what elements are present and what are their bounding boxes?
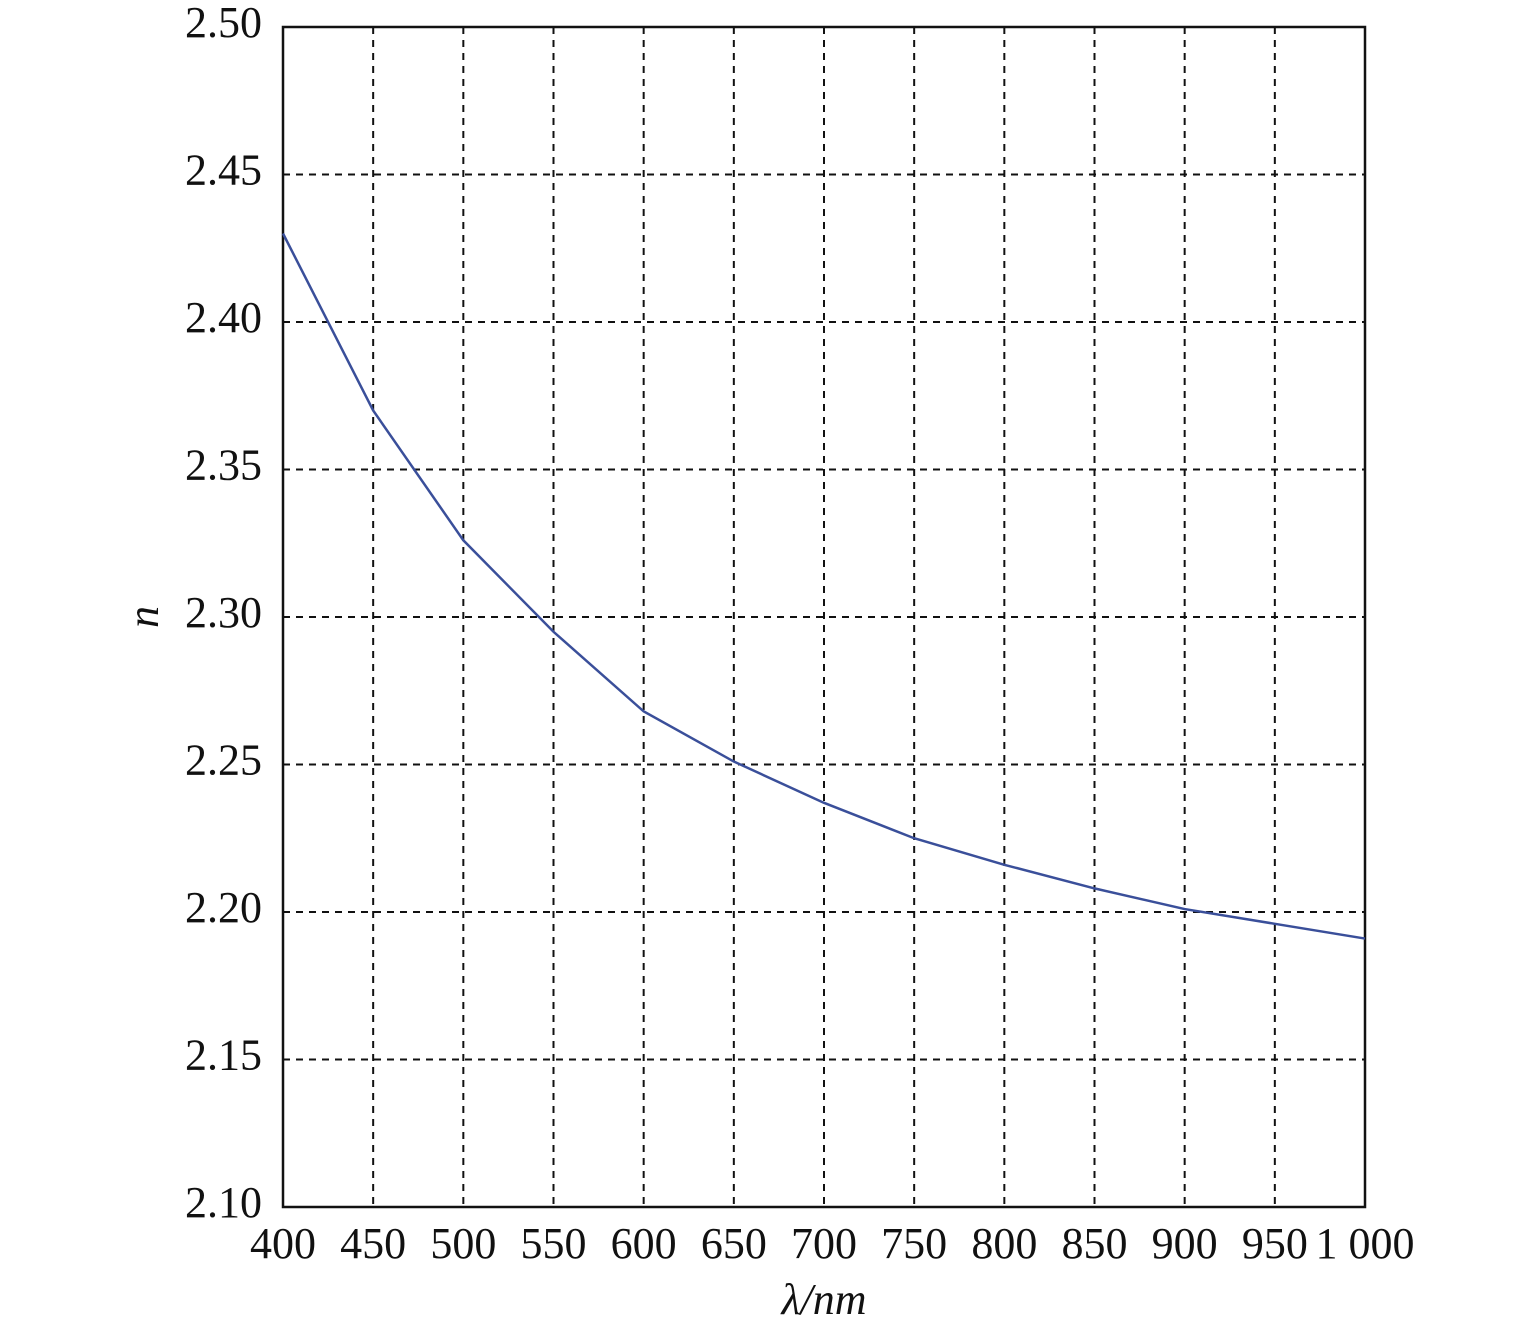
x-tick-label: 600 bbox=[611, 1219, 677, 1268]
data-line bbox=[281, 232, 1366, 940]
x-tick-label: 750 bbox=[881, 1219, 947, 1268]
x-tick-label: 650 bbox=[701, 1219, 767, 1268]
y-tick-label: 2.35 bbox=[185, 441, 262, 490]
y-tick-label: 2.45 bbox=[185, 146, 262, 195]
x-tick-label: 850 bbox=[1062, 1219, 1128, 1268]
y-tick-label: 2.40 bbox=[185, 293, 262, 342]
x-tick-label: 900 bbox=[1152, 1219, 1218, 1268]
x-axis-label: λ/nm bbox=[779, 1275, 866, 1324]
y-tick-label: 2.50 bbox=[185, 0, 262, 47]
x-tick-label: 550 bbox=[521, 1219, 587, 1268]
y-tick-label: 2.30 bbox=[185, 588, 262, 637]
x-tick-label: 800 bbox=[971, 1219, 1037, 1268]
y-tick-label: 2.10 bbox=[185, 1178, 262, 1227]
x-tick-label: 700 bbox=[791, 1219, 857, 1268]
x-tick-label: 1 000 bbox=[1316, 1219, 1415, 1268]
y-tick-label: 2.25 bbox=[185, 736, 262, 785]
y-tick-label: 2.15 bbox=[185, 1031, 262, 1080]
x-tick-label: 400 bbox=[250, 1219, 316, 1268]
plot-frame bbox=[281, 25, 1367, 1209]
x-tick-label: 450 bbox=[340, 1219, 406, 1268]
y-tick-label: 2.20 bbox=[185, 883, 262, 932]
x-tick-label: 500 bbox=[430, 1219, 496, 1268]
y-axis-label: n bbox=[119, 606, 168, 628]
x-tick-label: 950 bbox=[1242, 1219, 1308, 1268]
